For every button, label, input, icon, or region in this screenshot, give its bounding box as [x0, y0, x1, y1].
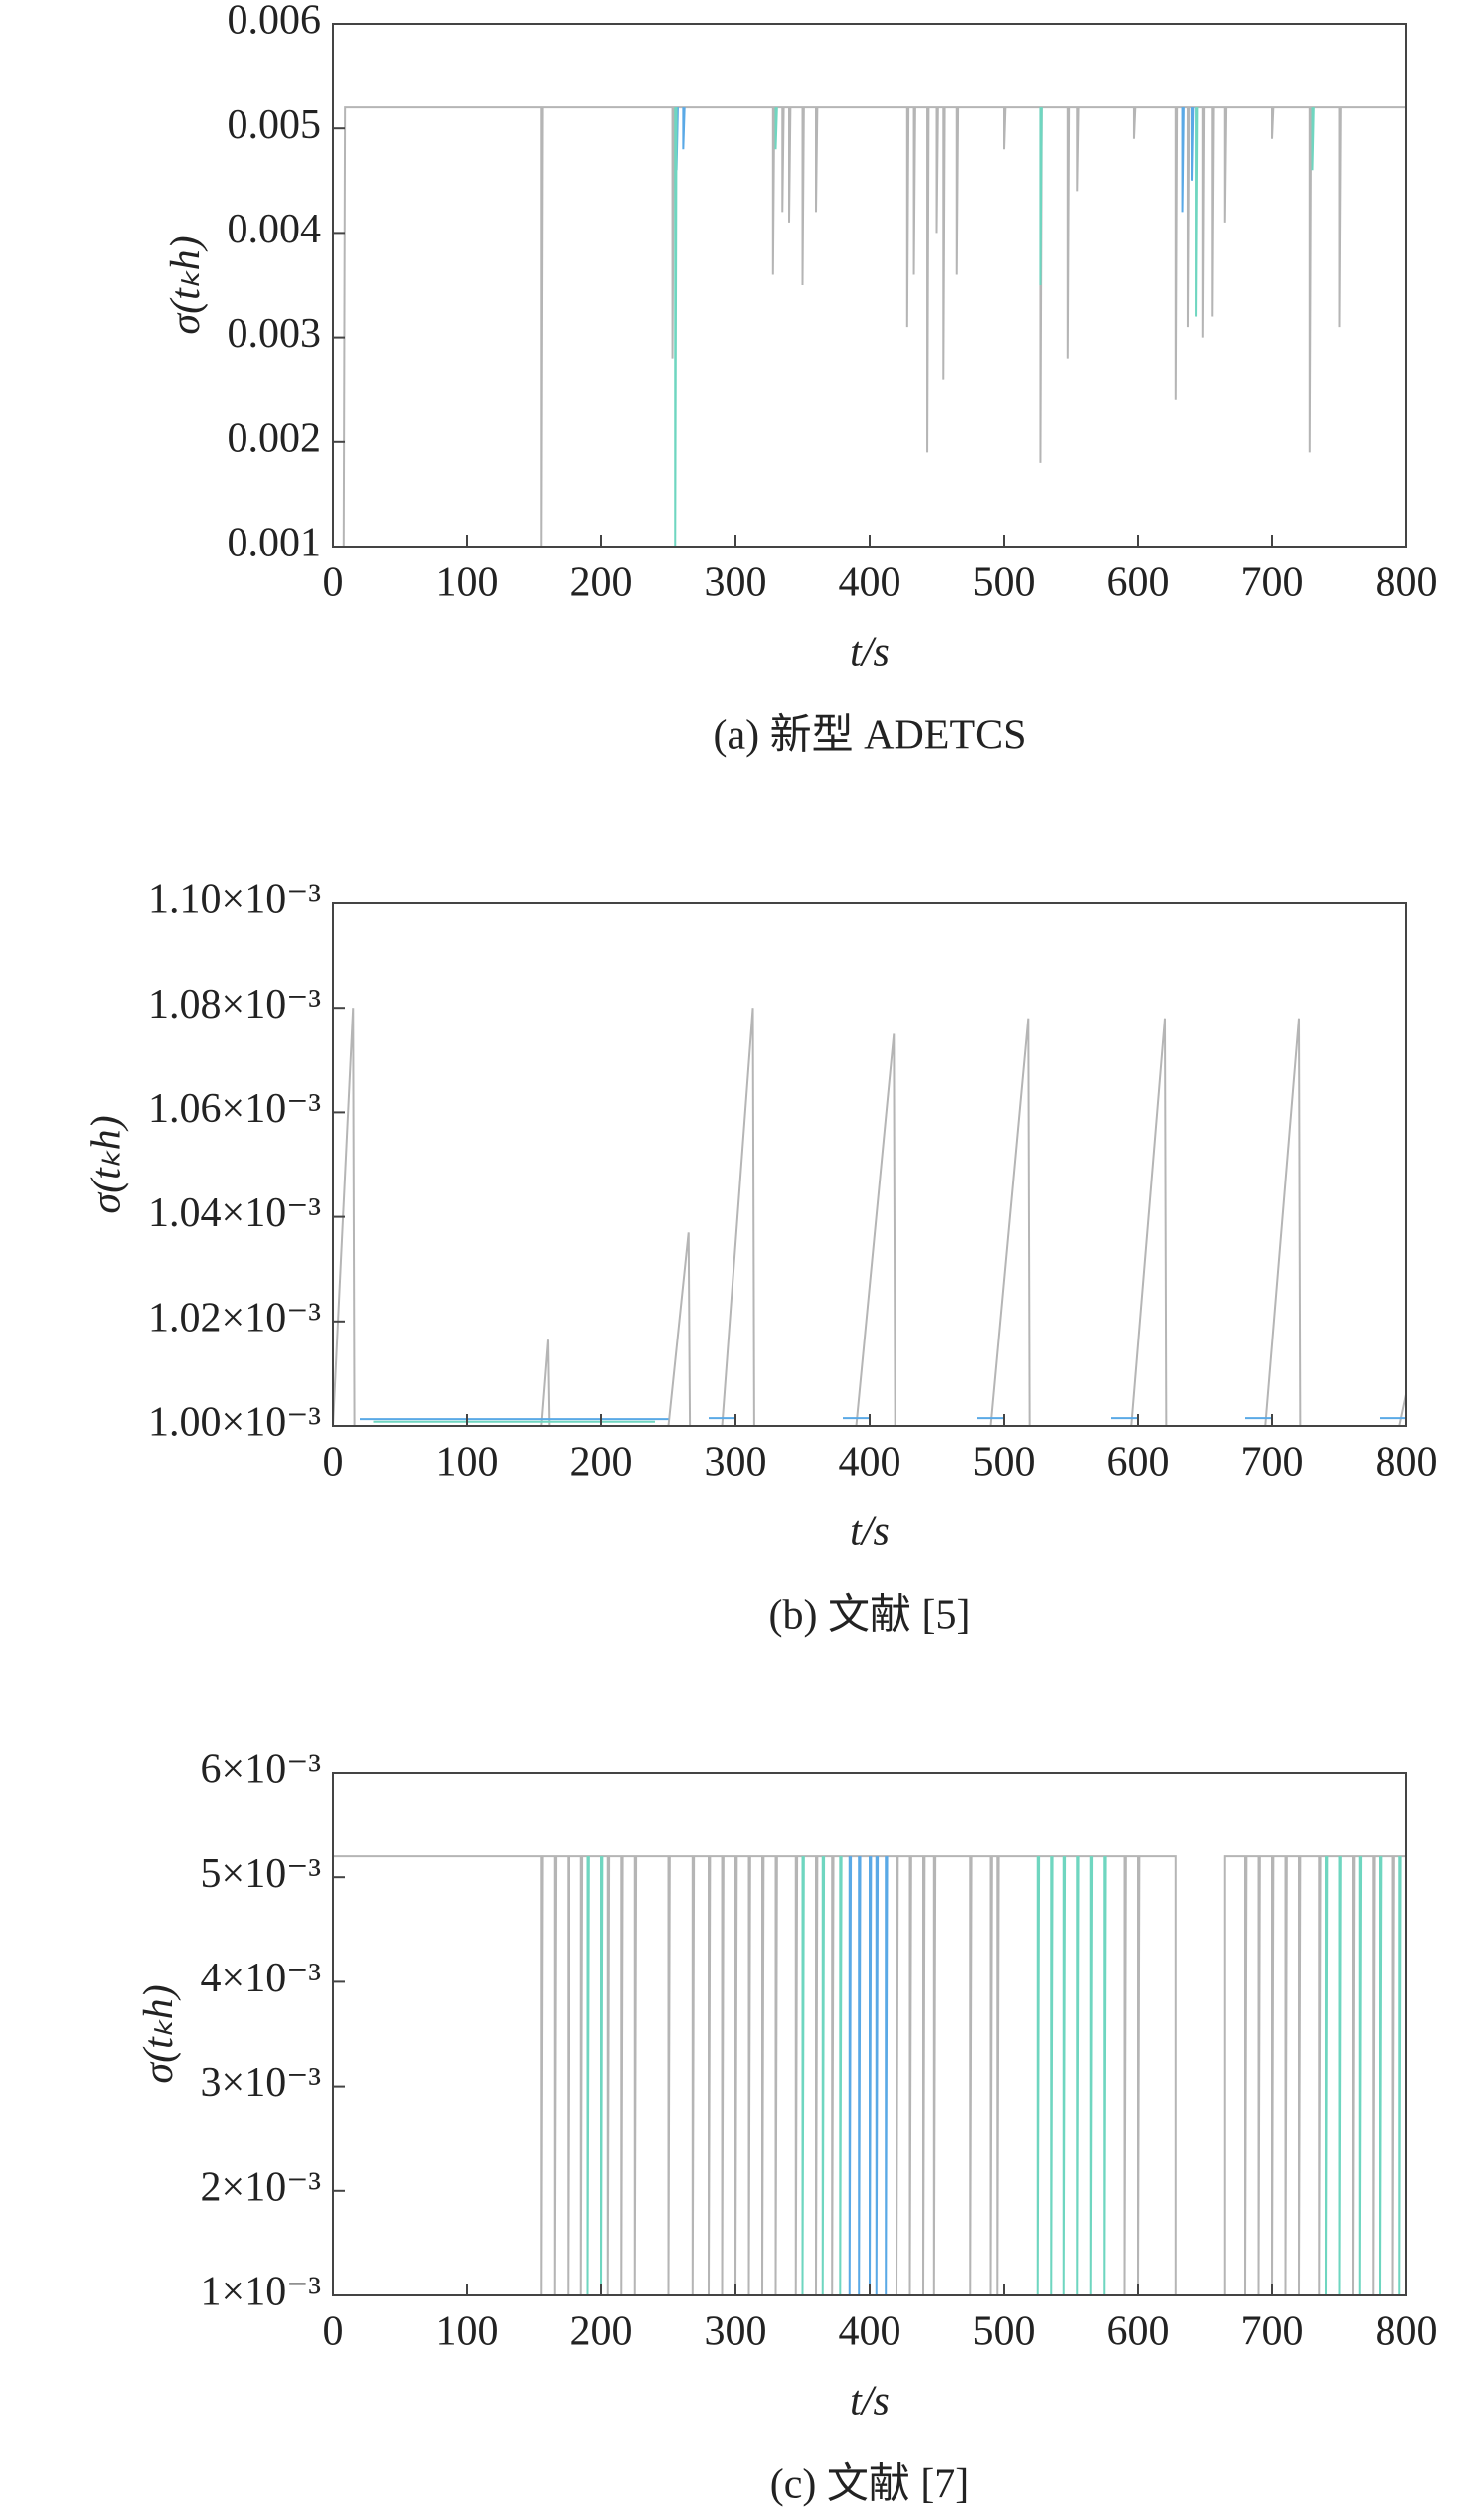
y-tick-label: 0.004 [228, 207, 322, 252]
x-tick-label: 800 [1376, 2309, 1438, 2355]
y-tick-label: 1.06×10⁻³ [148, 1086, 321, 1132]
x-tick-label: 600 [1107, 1440, 1170, 1486]
x-tick-label: 0 [323, 2309, 344, 2355]
x-tick-label: 500 [973, 1440, 1036, 1486]
x-tick-label: 100 [436, 2309, 499, 2355]
y-tick-label: 1.10×10⁻³ [148, 877, 321, 923]
data-line [848, 1856, 889, 2296]
x-tick-label: 800 [1376, 1440, 1438, 1486]
x-tick-label: 200 [570, 2309, 633, 2355]
y-axis-label: σ(tₖh) [136, 1984, 182, 2083]
x-tick-label: 200 [570, 1440, 633, 1486]
data-line [675, 107, 1195, 213]
y-tick-label: 1.02×10⁻³ [148, 1295, 321, 1340]
x-tick-label: 500 [973, 560, 1036, 606]
x-tick-label: 200 [570, 560, 633, 606]
y-tick-label: 0.006 [228, 0, 322, 44]
y-tick-label: 0.001 [228, 521, 322, 566]
y-tick-label: 4×10⁻³ [201, 1956, 321, 2001]
x-tick-label: 700 [1241, 2309, 1304, 2355]
data-line [333, 1855, 1406, 2296]
y-tick-label: 0.005 [228, 102, 322, 148]
y-tick-label: 1.00×10⁻³ [148, 1400, 321, 1446]
x-tick-label: 600 [1107, 2309, 1170, 2355]
data-line [674, 107, 1315, 548]
x-axis-label: t/s [850, 630, 890, 676]
x-axis-label: t/s [850, 1509, 890, 1555]
x-tick-label: 800 [1376, 560, 1438, 606]
caption: (b) 文献 [5] [769, 1592, 971, 1639]
x-tick-label: 700 [1241, 1440, 1304, 1486]
x-tick-label: 700 [1241, 560, 1304, 606]
x-tick-label: 100 [436, 1440, 499, 1486]
x-tick-label: 300 [705, 2309, 767, 2355]
y-tick-label: 5×10⁻³ [201, 1851, 321, 1897]
y-tick-label: 1×10⁻³ [201, 2270, 321, 2315]
y-axis-label: σ(tₖh) [163, 236, 209, 334]
y-tick-label: 1.04×10⁻³ [148, 1190, 321, 1236]
x-tick-label: 400 [839, 1440, 901, 1486]
plot-frame [332, 902, 1407, 1427]
x-tick-label: 100 [436, 560, 499, 606]
y-tick-label: 0.003 [228, 311, 322, 357]
x-tick-label: 300 [705, 1440, 767, 1486]
x-tick-label: 0 [323, 1440, 344, 1486]
data-line [332, 1008, 1407, 1427]
data-line [360, 1417, 1406, 1421]
y-tick-label: 3×10⁻³ [201, 2060, 321, 2106]
y-tick-label: 2×10⁻³ [201, 2164, 321, 2210]
data-line [342, 106, 1406, 548]
caption: (a) 新型 ADETCS [714, 713, 1027, 759]
x-tick-label: 400 [839, 560, 901, 606]
x-tick-label: 0 [323, 560, 344, 606]
y-tick-label: 0.002 [228, 415, 322, 461]
y-axis-label: σ(tₖh) [84, 1115, 130, 1213]
plot-frame [332, 23, 1407, 548]
y-tick-label: 1.08×10⁻³ [148, 982, 321, 1027]
x-tick-label: 500 [973, 2309, 1036, 2355]
caption: (c) 文献 [7] [770, 2461, 970, 2508]
x-tick-label: 600 [1107, 560, 1170, 606]
x-tick-label: 300 [705, 560, 767, 606]
y-tick-label: 6×10⁻³ [201, 1747, 321, 1793]
x-axis-label: t/s [850, 2379, 890, 2425]
x-tick-label: 400 [839, 2309, 901, 2355]
